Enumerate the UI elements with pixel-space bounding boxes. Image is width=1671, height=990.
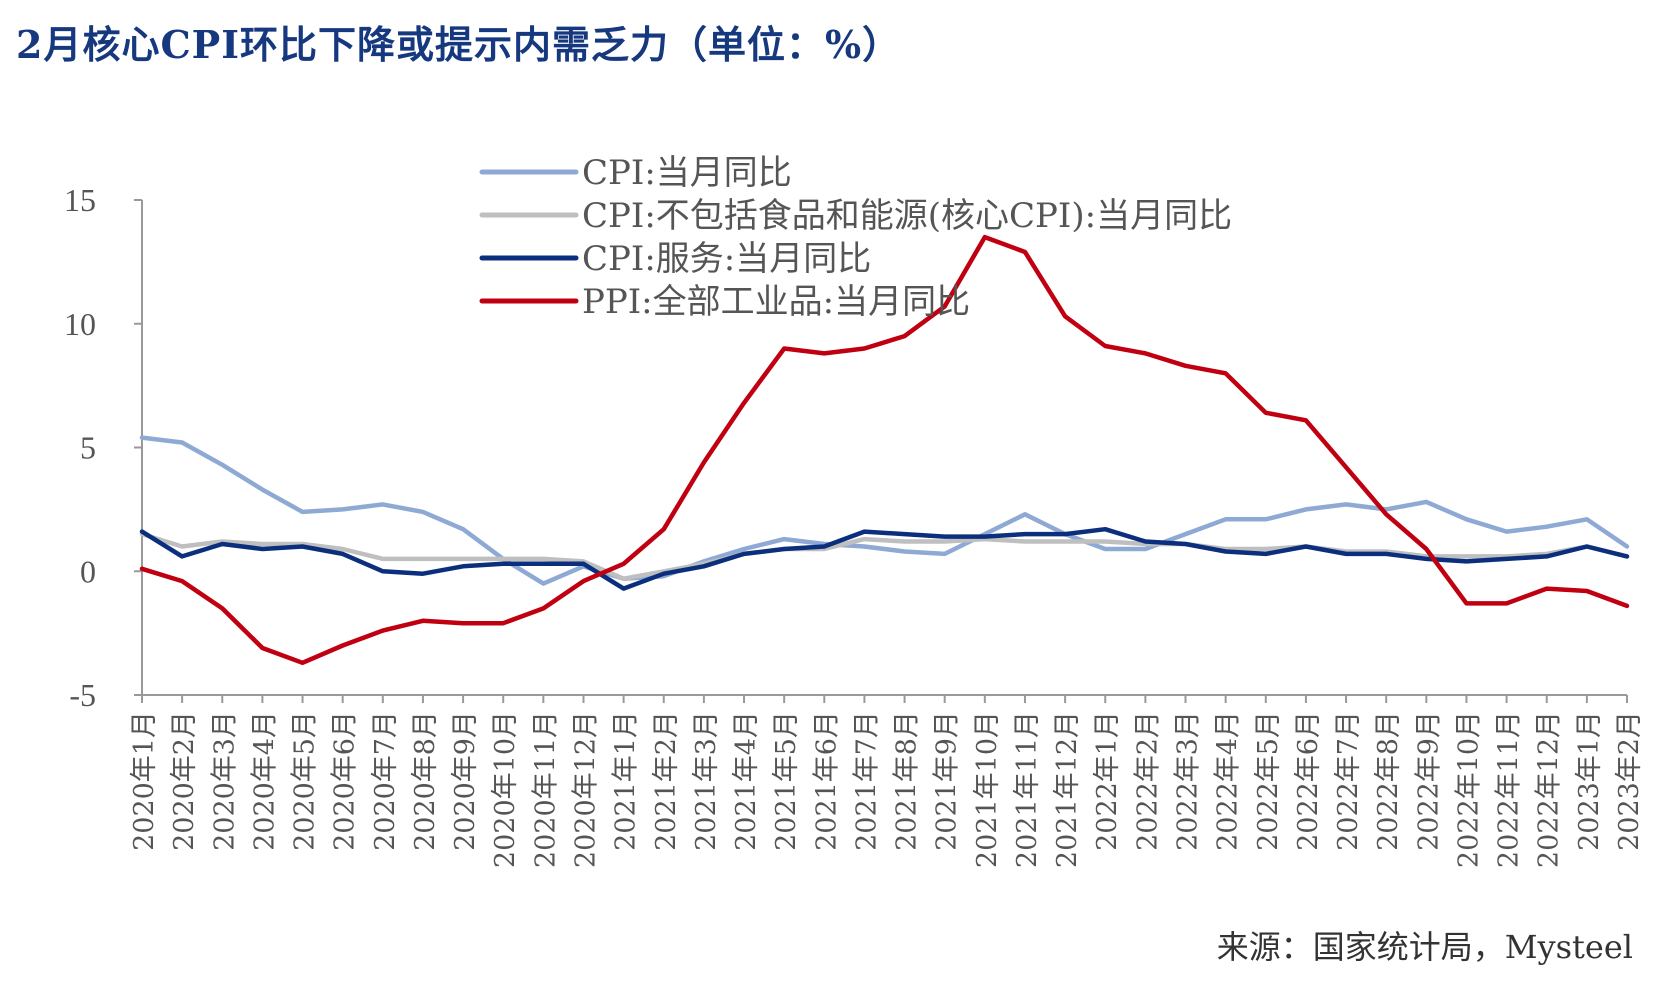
x-tick-label: 2020年7月 xyxy=(370,711,401,851)
x-tick-label: 2020年4月 xyxy=(249,711,280,851)
chart-title: 2月核心CPI环比下降或提示内需乏力（单位：%） xyxy=(16,22,902,67)
x-tick-label: 2022年7月 xyxy=(1333,711,1364,851)
x-tick-label: 2021年8月 xyxy=(892,711,923,851)
x-tick-label: 2020年12月 xyxy=(570,711,601,868)
x-tick-label: 2021年1月 xyxy=(611,711,642,851)
axes xyxy=(134,199,1628,703)
series-line-2 xyxy=(139,531,1630,581)
y-tick-label: 15 xyxy=(64,182,96,218)
x-tick-label: 2021年12月 xyxy=(1052,711,1083,868)
y-tick-label: 10 xyxy=(64,306,96,342)
x-tick-label: 2022年10月 xyxy=(1453,711,1484,868)
legend: CPI:当月同比CPI:不包括食品和能源(核心CPI):当月同比CPI:服务:当… xyxy=(479,153,1232,322)
x-tick-label: 2021年5月 xyxy=(771,711,802,851)
x-tick-label: 2022年5月 xyxy=(1253,711,1284,851)
series-lines xyxy=(139,234,1630,666)
x-tick-label: 2022年6月 xyxy=(1293,711,1324,851)
x-tick-label: 2022年4月 xyxy=(1213,711,1244,851)
x-tick-label: 2022年2月 xyxy=(1132,711,1163,851)
y-axis-tick-labels: 15 10 5 0 -5 xyxy=(64,182,96,713)
x-tick-label: 2020年5月 xyxy=(290,711,321,851)
series-line-3 xyxy=(139,526,1630,591)
x-tick-label: 2022年11月 xyxy=(1494,711,1525,868)
y-tick-label: 0 xyxy=(80,553,96,589)
x-tick-label: 2022年1月 xyxy=(1092,711,1123,851)
x-tick-label: 2022年8月 xyxy=(1373,711,1404,851)
legend-label-3: CPI:服务:当月同比 xyxy=(582,239,871,279)
x-tick-label: 2021年6月 xyxy=(811,711,842,851)
x-tick-label: 2022年12月 xyxy=(1534,711,1565,868)
x-tick-label: 2022年3月 xyxy=(1173,711,1204,851)
legend-label-4: PPI:全部工业品:当月同比 xyxy=(582,282,970,322)
series-line-4 xyxy=(139,234,1630,666)
x-tick-label: 2020年1月 xyxy=(129,711,160,851)
x-tick-label: 2020年6月 xyxy=(330,711,361,851)
source-note: 来源：国家统计局，Mysteel xyxy=(1216,928,1633,966)
x-tick-label: 2020年2月 xyxy=(169,711,200,851)
x-tick-label: 2020年3月 xyxy=(209,711,240,851)
x-tick-label: 2020年8月 xyxy=(410,711,441,851)
x-tick-label: 2021年7月 xyxy=(851,711,882,851)
x-tick-label: 2021年10月 xyxy=(972,711,1003,868)
legend-label-2: CPI:不包括食品和能源(核心CPI):当月同比 xyxy=(582,196,1232,236)
x-tick-label: 2020年11月 xyxy=(530,711,561,868)
legend-label-1: CPI:当月同比 xyxy=(582,153,792,193)
x-tick-label: 2020年10月 xyxy=(490,711,521,868)
y-tick-label: 5 xyxy=(80,430,96,466)
x-tick-label: 2022年9月 xyxy=(1413,711,1444,851)
x-tick-label: 2021年4月 xyxy=(731,711,762,851)
x-axis-tick-labels: 2020年1月 2020年2月 2020年3月 2020年4月 2020年5月 2020年… xyxy=(129,711,1645,868)
x-tick-label: 2021年9月 xyxy=(932,711,963,851)
x-tick-label: 2021年11月 xyxy=(1012,711,1043,868)
x-tick-label: 2021年3月 xyxy=(691,711,722,851)
y-tick-label: -5 xyxy=(69,677,96,713)
x-tick-label: 2023年1月 xyxy=(1574,711,1605,851)
x-tick-label: 2020年9月 xyxy=(450,711,481,851)
x-tick-label: 2021年2月 xyxy=(651,711,682,851)
x-tick-label: 2023年2月 xyxy=(1614,711,1645,851)
